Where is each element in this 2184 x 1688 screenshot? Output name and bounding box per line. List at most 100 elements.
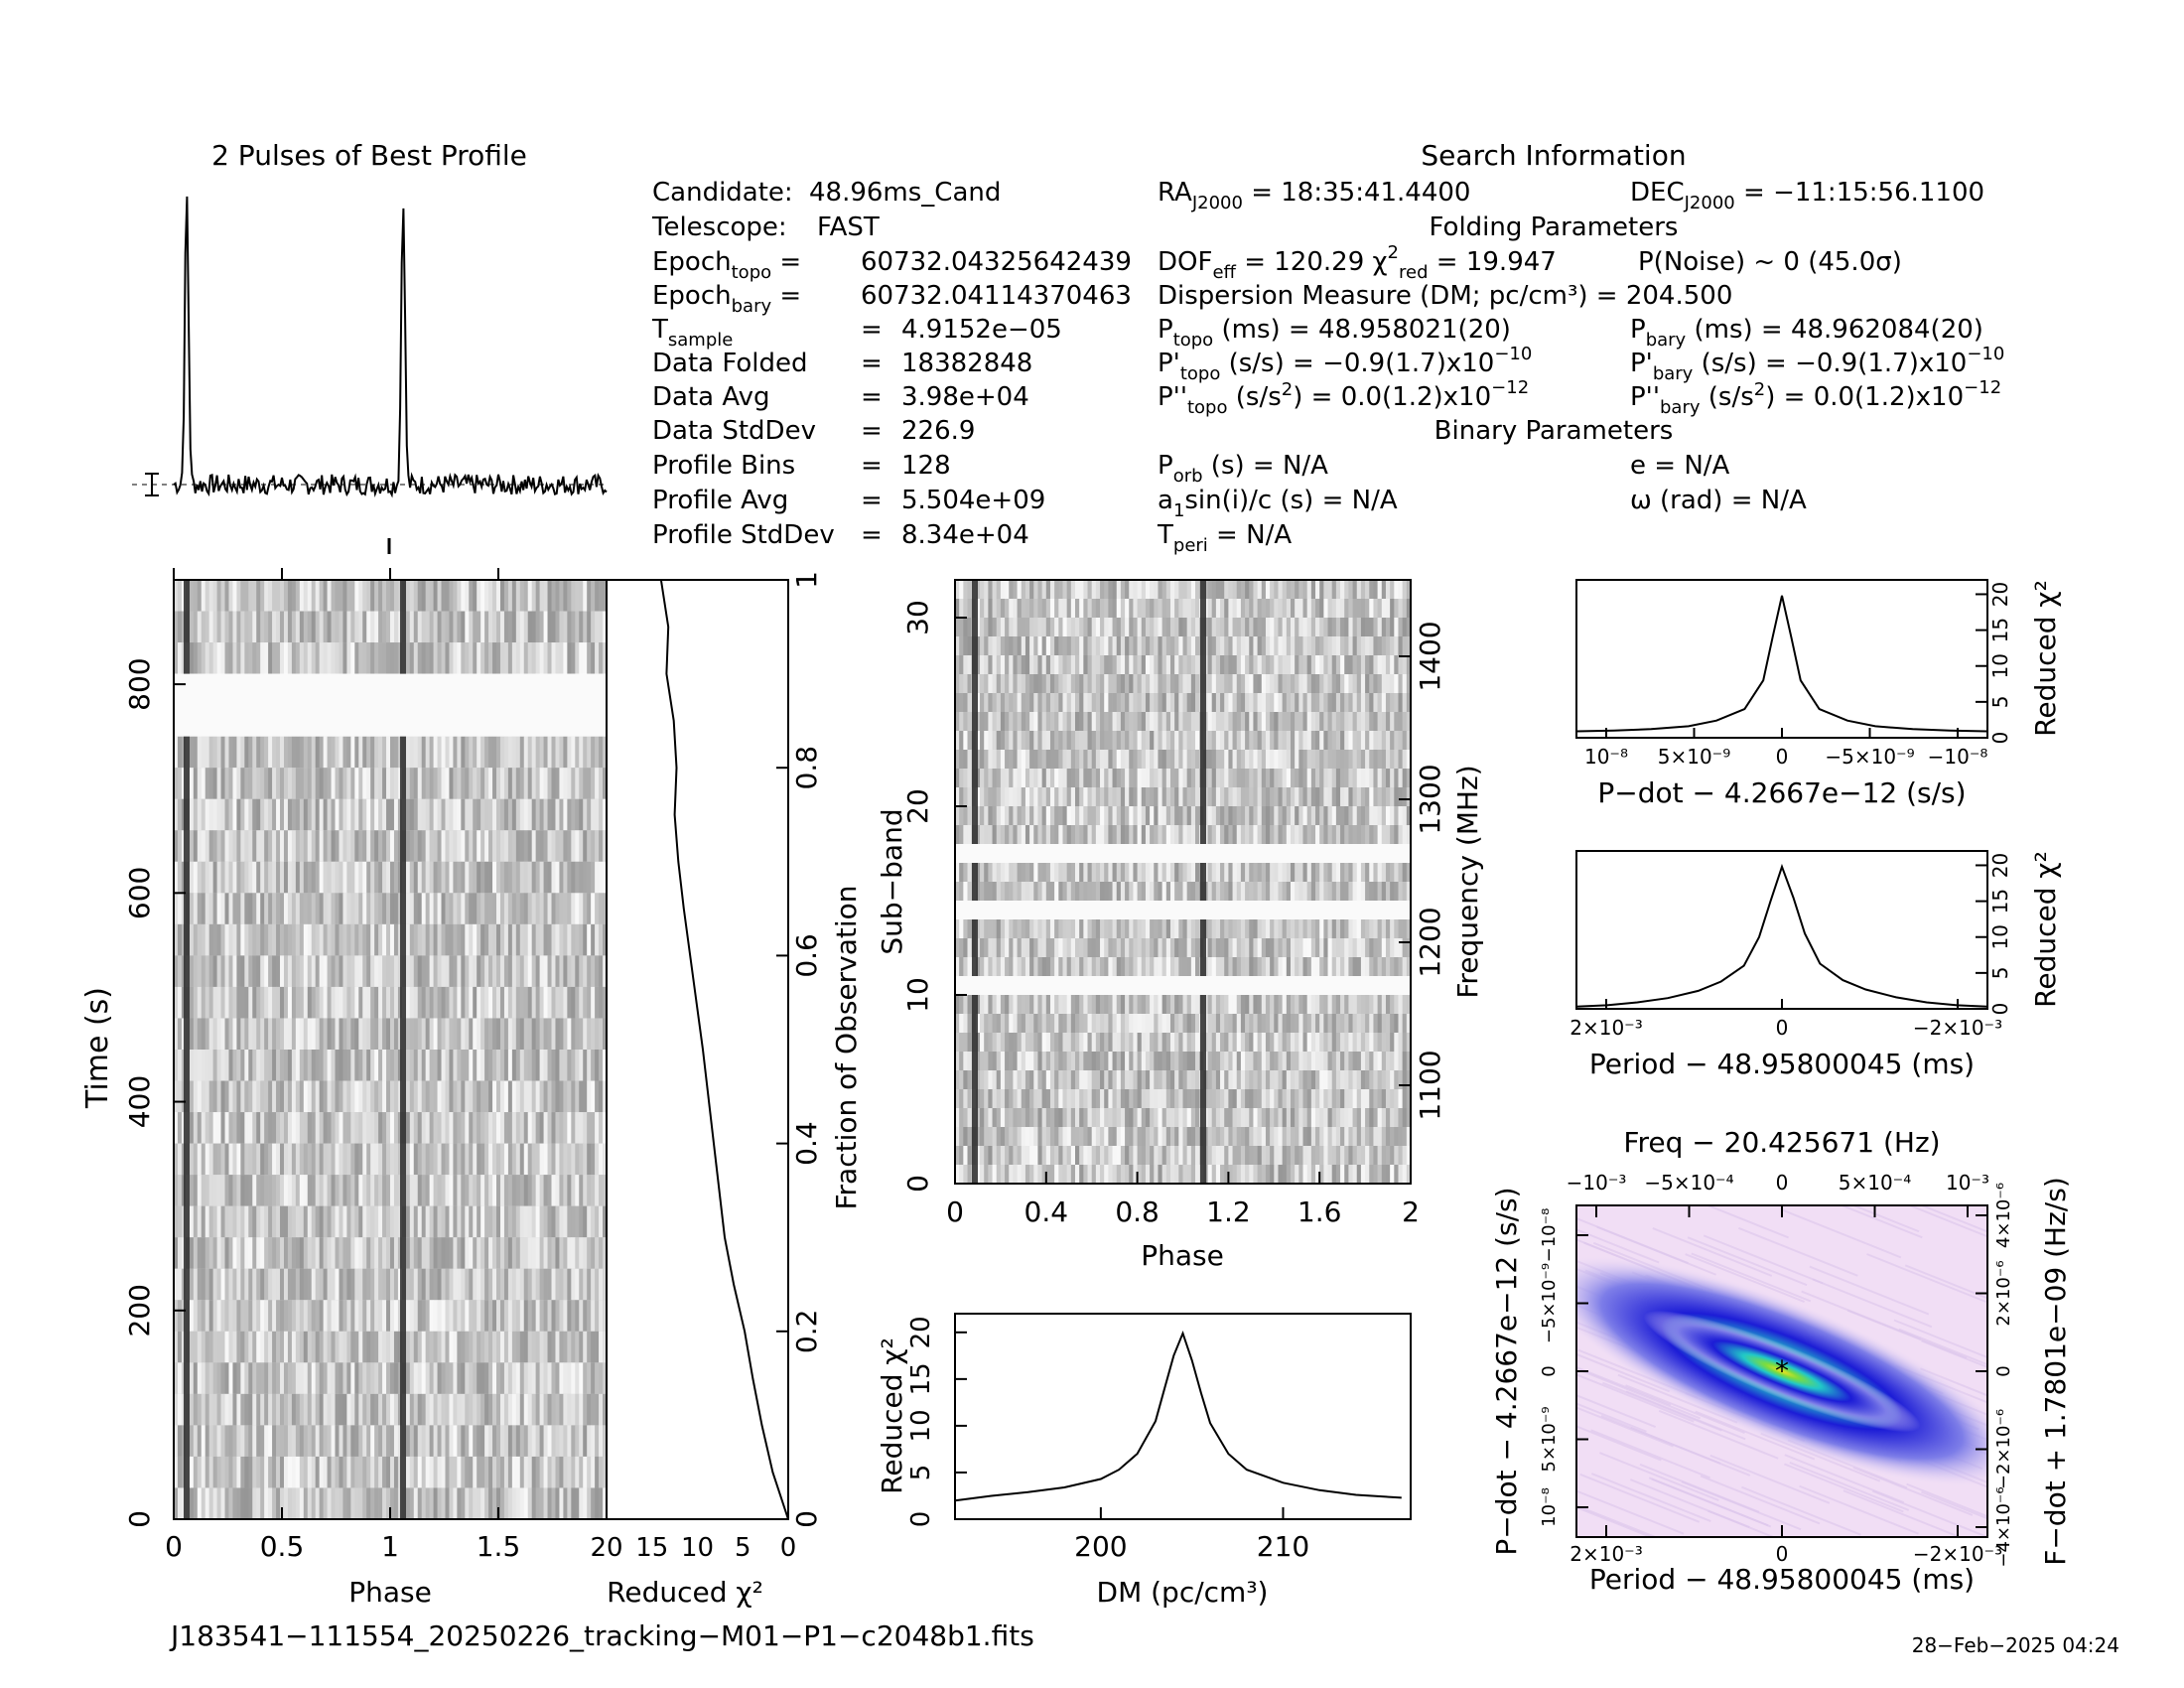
heat-cell xyxy=(177,1237,183,1270)
heat-cell xyxy=(378,1268,383,1301)
heat-cell xyxy=(1232,599,1238,619)
dec-label: DECJ2000 = −11:15:56.1100 xyxy=(1630,178,1984,213)
heat-cell xyxy=(511,1487,517,1519)
heat-cell xyxy=(1154,731,1159,751)
heat-cell xyxy=(212,1205,217,1238)
heat-cell xyxy=(473,611,478,643)
heat-cell xyxy=(1302,863,1307,883)
heat-cell xyxy=(1079,863,1084,883)
heat-cell xyxy=(963,787,968,807)
heat-cell xyxy=(1253,825,1258,845)
heat-cell xyxy=(465,893,470,925)
heat-cell xyxy=(1066,636,1072,656)
heat-cell xyxy=(484,1268,489,1301)
heat-cell xyxy=(1083,599,1088,619)
heat-cell xyxy=(335,955,340,988)
heat-cell xyxy=(1373,769,1378,788)
heat-cell xyxy=(563,923,568,956)
heat-cell xyxy=(409,955,415,988)
heat-cell xyxy=(366,736,371,769)
heat-cell xyxy=(531,611,536,643)
heat-cell xyxy=(1207,618,1213,637)
heat-cell xyxy=(327,580,332,612)
heat-cell xyxy=(295,1487,301,1519)
heat-cell xyxy=(579,923,584,956)
heat-cell xyxy=(535,1487,540,1519)
heat-cell xyxy=(523,1112,529,1144)
heat-cell xyxy=(342,893,347,925)
heat-cell xyxy=(1017,731,1023,751)
heat-cell xyxy=(437,1393,442,1426)
heat-cell xyxy=(205,1362,209,1395)
heat-cell xyxy=(319,1487,324,1519)
heat-cell xyxy=(591,893,596,925)
heat-cell xyxy=(595,830,600,863)
heat-cell xyxy=(280,611,285,643)
heat-cell xyxy=(499,736,505,769)
heat-cell xyxy=(197,580,203,612)
heat-cell xyxy=(421,1175,426,1206)
heat-cell xyxy=(1158,636,1162,656)
heat-cell xyxy=(531,642,536,674)
heat-cell xyxy=(197,1425,203,1458)
heat-cell xyxy=(393,1050,399,1081)
heat-cell xyxy=(1091,655,1097,675)
heat-cell xyxy=(1190,693,1196,713)
heat-cell xyxy=(599,986,604,1019)
heat-cell xyxy=(1215,787,1221,807)
heat-cell xyxy=(473,923,478,956)
heat-cell xyxy=(268,861,273,894)
heat-cell xyxy=(260,955,265,988)
heat-cell xyxy=(1365,731,1370,751)
heat-cell xyxy=(453,1175,458,1206)
heat-cell xyxy=(480,1205,485,1238)
heat-cell xyxy=(595,1331,600,1363)
heat-cell xyxy=(1054,693,1059,713)
heat-cell xyxy=(499,580,505,612)
heat-cell xyxy=(480,611,485,643)
heat-cell xyxy=(382,1018,387,1051)
heat-cell xyxy=(429,986,434,1019)
heat-cell xyxy=(1024,674,1030,694)
heat-cell xyxy=(1385,825,1391,845)
heat-cell xyxy=(421,1331,426,1363)
heat-cell xyxy=(571,1237,576,1270)
heat-cell xyxy=(461,893,466,925)
heat-cell xyxy=(1120,825,1126,845)
heat-cell xyxy=(1021,787,1026,807)
heat-cell xyxy=(575,1018,580,1051)
data-stddev-value: 226.9 xyxy=(901,416,975,446)
heat-cell xyxy=(567,1205,572,1238)
heat-cell xyxy=(205,893,209,925)
heat-cell xyxy=(523,1362,529,1395)
heat-cell xyxy=(579,1112,584,1144)
heat-cell xyxy=(1306,693,1312,713)
heat-cell xyxy=(409,611,415,643)
heat-cell xyxy=(469,736,474,769)
heat-cell xyxy=(1298,806,1303,826)
heat-cell xyxy=(224,1487,229,1519)
heat-cell xyxy=(449,1112,454,1144)
heat-cell xyxy=(1169,863,1175,883)
heat-cell xyxy=(433,1143,438,1176)
heat-cell xyxy=(1240,806,1246,826)
heat-cell xyxy=(599,861,604,894)
heat-cell xyxy=(571,798,576,831)
heat-cell xyxy=(1062,712,1067,732)
heat-cell xyxy=(531,1237,536,1270)
heat-cell xyxy=(488,1050,493,1081)
heat-cell xyxy=(1145,769,1151,788)
heat-cell xyxy=(1033,636,1038,656)
heat-cell xyxy=(1352,731,1358,751)
heat-cell xyxy=(1327,863,1333,883)
heat-cell xyxy=(327,1143,332,1176)
heat-cell xyxy=(1398,636,1403,656)
heat-cell xyxy=(366,1080,371,1113)
heat-cell xyxy=(342,1300,347,1333)
heat-cell xyxy=(315,861,320,894)
heat-cell xyxy=(378,861,383,894)
heat-cell xyxy=(362,1112,367,1144)
tick-label: 0.4 xyxy=(790,1121,823,1166)
heat-cell xyxy=(205,1425,209,1458)
heat-cell xyxy=(342,955,347,988)
